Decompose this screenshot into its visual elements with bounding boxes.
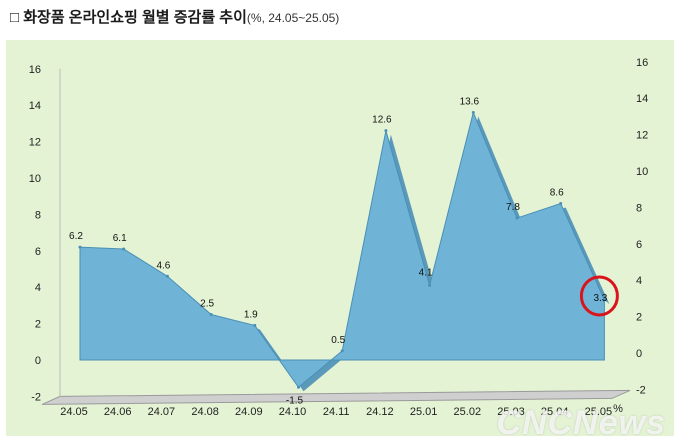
data-label: 3.3 — [593, 293, 607, 304]
y-tick-right: 8 — [636, 202, 642, 214]
data-label: 6.2 — [69, 231, 83, 242]
y-tick-left: 4 — [35, 282, 41, 294]
x-tick-label: 24.09 — [235, 406, 263, 418]
data-label: 0.5 — [331, 335, 345, 346]
data-point-25.03 — [515, 216, 519, 220]
watermark-logo: CNCNews — [496, 404, 666, 442]
y-tick-right: 4 — [636, 275, 642, 287]
data-label: 8.6 — [550, 187, 564, 198]
x-tick-label: 24.10 — [279, 406, 307, 418]
data-point-25.01 — [428, 283, 432, 287]
data-label: 12.6 — [372, 115, 392, 126]
data-point-25.04 — [559, 201, 563, 205]
y-tick-right: 0 — [636, 348, 642, 360]
x-tick-label: 24.11 — [323, 406, 350, 418]
data-label: 4.1 — [419, 267, 433, 278]
y-tick-left: 14 — [29, 100, 41, 112]
y-tick-left: 8 — [35, 209, 41, 221]
chart-title: □ 화장품 온라인쇼핑 월별 증감률 추이(%, 24.05~25.05) — [10, 6, 339, 27]
y-tick-right: 14 — [636, 93, 648, 105]
x-tick-label: 24.07 — [148, 406, 176, 418]
y-tick-right: 16 — [636, 57, 648, 69]
y-tick-left: 0 — [35, 355, 41, 367]
y-tick-right: 10 — [636, 166, 648, 178]
y-tick-left: 6 — [35, 246, 41, 258]
data-point-24.08 — [209, 313, 213, 316]
data-label: 13.6 — [460, 96, 480, 107]
x-tick-label: 24.12 — [366, 406, 394, 418]
y-tick-right: 6 — [636, 239, 642, 251]
data-point-24.05 — [78, 245, 82, 249]
y-tick-left: 16 — [29, 64, 41, 76]
data-point-24.06 — [122, 247, 126, 251]
y-tick-left: -2 — [31, 391, 41, 403]
chart-floor — [41, 389, 631, 405]
data-label: 1.9 — [244, 309, 258, 320]
x-tick-label: 24.08 — [191, 406, 219, 418]
y-tick-left: 10 — [29, 173, 41, 185]
data-point-24.09 — [253, 323, 257, 327]
data-label: 2.5 — [200, 299, 214, 310]
x-axis-unit: % — [613, 403, 623, 415]
data-point-25.02 — [471, 110, 475, 114]
x-tick-label: 25.01 — [410, 406, 438, 418]
data-label: 6.1 — [113, 233, 127, 244]
y-tick-left: 2 — [35, 319, 41, 331]
x-tick-label: 25.02 — [454, 406, 482, 418]
area-series — [79, 110, 605, 389]
data-point-24.10 — [297, 385, 300, 389]
data-point-24.12 — [384, 129, 388, 133]
chart-title-main: □ 화장품 온라인쇼핑 월별 증감률 추이 — [10, 9, 247, 26]
data-point-24.07 — [165, 274, 169, 278]
data-label: -1.5 — [286, 395, 304, 406]
y-tick-right: -2 — [636, 384, 646, 396]
x-tick-label: 24.05 — [60, 406, 88, 418]
chart-title-sub: (%, 24.05~25.05) — [246, 11, 340, 25]
data-label: 4.6 — [156, 260, 170, 271]
data-point-25.05 — [602, 298, 606, 302]
x-tick-label: 25.05 — [585, 406, 613, 418]
data-point-24.11 — [340, 349, 344, 353]
x-tick-label: 25.03 — [497, 406, 525, 418]
data-label: 7.8 — [506, 202, 520, 213]
highlight-circle — [579, 275, 619, 317]
y-tick-left: 12 — [29, 137, 41, 149]
x-tick-label: 25.04 — [541, 406, 569, 418]
x-tick-label: 24.06 — [104, 406, 132, 418]
y-tick-right: 12 — [636, 130, 648, 142]
y-tick-right: 2 — [636, 312, 642, 324]
